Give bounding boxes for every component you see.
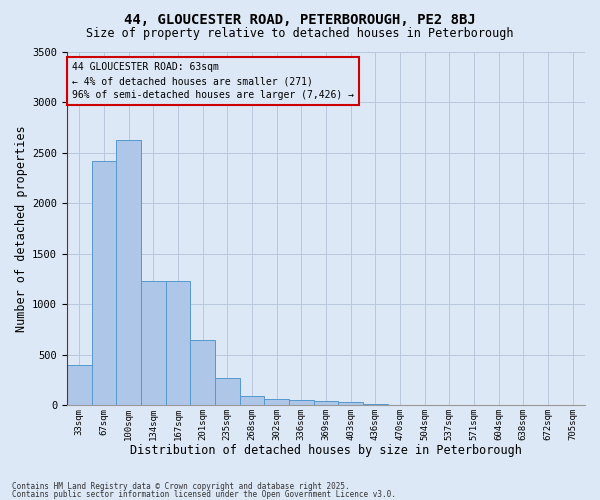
Bar [264, 398, 289, 406]
Text: 44, GLOUCESTER ROAD, PETERBOROUGH, PE2 8BJ: 44, GLOUCESTER ROAD, PETERBOROUGH, PE2 8… [124, 12, 476, 26]
Text: Size of property relative to detached houses in Peterborough: Size of property relative to detached ho… [86, 28, 514, 40]
Y-axis label: Number of detached properties: Number of detached properties [15, 125, 28, 332]
Bar [289, 400, 314, 406]
Bar [239, 396, 264, 406]
Bar [314, 401, 338, 406]
Bar [190, 340, 215, 406]
Bar [116, 140, 141, 406]
Bar [215, 378, 239, 406]
Text: 44 GLOUCESTER ROAD: 63sqm
← 4% of detached houses are smaller (271)
96% of semi-: 44 GLOUCESTER ROAD: 63sqm ← 4% of detach… [72, 62, 354, 100]
Bar [92, 160, 116, 406]
Bar [141, 281, 166, 406]
Text: Contains HM Land Registry data © Crown copyright and database right 2025.: Contains HM Land Registry data © Crown c… [12, 482, 350, 491]
Bar [338, 402, 363, 406]
Bar [166, 281, 190, 406]
X-axis label: Distribution of detached houses by size in Peterborough: Distribution of detached houses by size … [130, 444, 522, 458]
Bar [67, 365, 92, 406]
Bar [363, 404, 388, 406]
Text: Contains public sector information licensed under the Open Government Licence v3: Contains public sector information licen… [12, 490, 396, 499]
